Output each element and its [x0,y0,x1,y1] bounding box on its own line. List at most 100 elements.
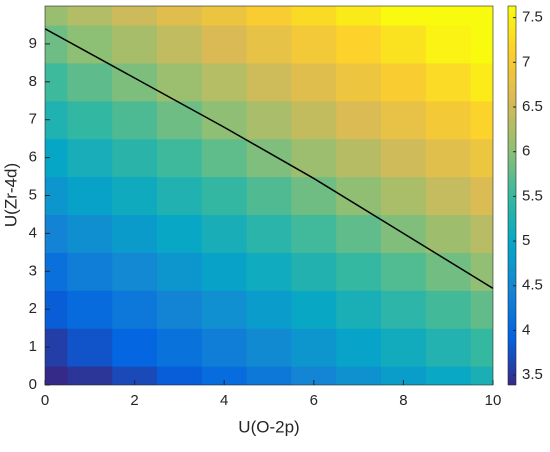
heatmap-cell [67,176,113,216]
heatmap-cell [67,366,113,385]
heatmap-cell [112,176,158,216]
heatmap-cell [112,252,158,291]
heatmap-cell [157,176,203,216]
heatmap-cell [67,214,113,253]
heatmap-cell [470,24,493,64]
colorbar [507,5,517,386]
heatmap-cell [470,252,493,291]
x-tick-label: 4 [220,392,228,409]
colorbar-tick-label: 3.5 [522,366,543,383]
y-axis-label: U(Zr-4d) [1,163,20,227]
heatmap-cell [112,366,158,385]
heatmap-cell [67,138,113,178]
heatmap-cell [45,328,69,367]
heatmap-cell [470,6,493,26]
heatmap-cell [45,24,69,64]
x-tick-label: 8 [399,392,407,409]
heatmap-cell [201,138,248,178]
heatmap-cell [157,366,203,385]
y-tick-label: 7 [29,111,37,128]
heatmap-cell [425,24,472,64]
heatmap-cell [112,6,158,26]
heatmap-cell [336,100,382,140]
heatmap-cell [381,138,427,178]
y-tick-label: 6 [29,149,37,166]
y-tick-label: 4 [29,224,37,241]
heatmap-cell [425,366,472,385]
heatmap-cell [425,62,472,102]
heatmap-cell [381,290,427,329]
heatmap-cell [45,366,69,385]
heatmap-cell [112,290,158,329]
colorbar-tick-label: 5.5 [522,187,543,204]
heatmap-cell [45,138,69,178]
heatmap-cell [425,6,472,26]
heatmap-cell [336,366,382,385]
heatmap-cell [470,138,493,178]
y-tick-label: 2 [29,300,37,317]
heatmap-cell [67,290,113,329]
heatmap-cell [246,290,292,329]
heatmap-cell [112,100,158,140]
x-tick-label: 10 [485,392,502,409]
heatmap [45,6,493,385]
heatmap-cell [291,62,337,102]
colorbar-tick-label: 7.5 [522,9,543,26]
colorbar-tick-label: 6 [522,143,530,160]
heatmap-cell [425,328,472,367]
x-tick-label: 2 [130,392,138,409]
colorbar-tick-label: 6.5 [522,98,543,115]
heatmap-cell [336,214,382,253]
heatmap-cell [246,24,292,64]
heatmap-cell [201,62,248,102]
heatmap-cell [67,100,113,140]
heatmap-cell [246,214,292,253]
heatmap-cell [246,100,292,140]
heatmap-cell [201,214,248,253]
heatmap-cell [201,24,248,64]
y-tick-label: 5 [29,186,37,203]
x-axis-label: U(O-2p) [238,417,299,436]
heatmap-cell [425,252,472,291]
heatmap-cell [201,100,248,140]
heatmap-cell [336,6,382,26]
heatmap-cell [201,176,248,216]
x-tick-label: 6 [310,392,318,409]
heatmap-cell [470,214,493,253]
heatmap-cell [112,328,158,367]
heatmap-cell [291,214,337,253]
heatmap-cell [157,290,203,329]
heatmap-cell [381,328,427,367]
heatmap-cell [291,24,337,64]
heatmap-cell [470,176,493,216]
colorbar-tick-label: 7 [522,53,530,70]
heatmap-cell [157,62,203,102]
heatmap-cell [291,290,337,329]
heatmap-cell [291,366,337,385]
heatmap-cell [381,62,427,102]
heatmap-cell [425,290,472,329]
heatmap-cell [157,214,203,253]
heatmap-cell [67,24,113,64]
heatmap-cell [381,252,427,291]
heatmap-cell [201,252,248,291]
heatmap-cell [67,328,113,367]
heatmap-cell [201,366,248,385]
heatmap-cell [201,290,248,329]
heatmap-cell [246,62,292,102]
heatmap-cell [67,6,113,26]
colorbar-tick-label: 4.5 [522,277,543,294]
heatmap-cell [246,328,292,367]
heatmap-cell [381,6,427,26]
heatmap-cell [336,62,382,102]
heatmap-cell [470,290,493,329]
heatmap-cell [45,214,69,253]
heatmap-cell [246,252,292,291]
heatmap-cell [425,138,472,178]
heatmap-cell [45,176,69,216]
heatmap-cell [45,100,69,140]
heatmap-cell [45,290,69,329]
heatmap-cell [291,328,337,367]
heatmap-cell [425,214,472,253]
